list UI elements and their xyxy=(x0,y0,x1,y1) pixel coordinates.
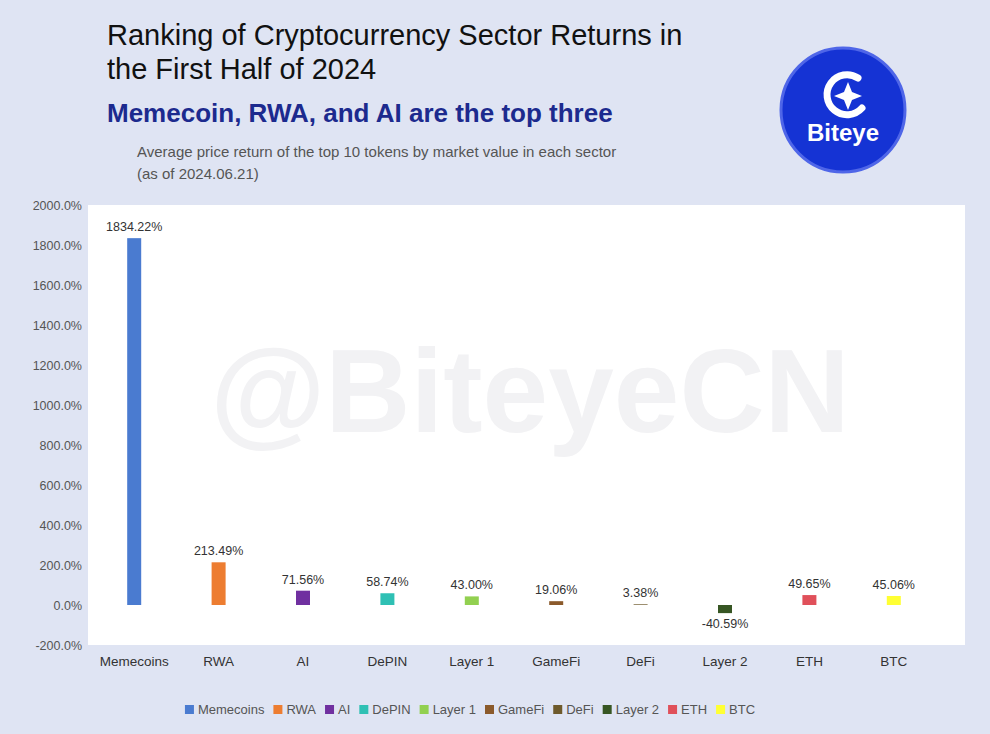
legend-label: GameFi xyxy=(498,702,544,717)
legend-swatch xyxy=(185,705,194,714)
y-tick-label: 200.0% xyxy=(40,559,82,573)
y-tick-label: 800.0% xyxy=(40,439,82,453)
data-label: 45.06% xyxy=(873,578,915,592)
bar xyxy=(718,605,732,613)
bars xyxy=(127,238,901,613)
subtitle: Memecoin, RWA, and AI are the top three xyxy=(107,98,613,129)
bar xyxy=(465,596,479,605)
x-tick-label: GameFi xyxy=(532,654,580,669)
x-tick-label: BTC xyxy=(880,654,907,669)
legend-label: Layer 1 xyxy=(433,702,476,717)
x-tick-label: RWA xyxy=(203,654,234,669)
data-label: -40.59% xyxy=(702,617,749,631)
data-label: 19.06% xyxy=(535,583,577,597)
logo: Biteye xyxy=(781,48,905,172)
legend-swatch xyxy=(273,705,282,714)
plot-area xyxy=(88,205,965,645)
y-tick-label: 0.0% xyxy=(54,599,83,613)
data-label: 49.65% xyxy=(788,577,830,591)
legend-label: ETH xyxy=(681,702,707,717)
data-label: 1834.22% xyxy=(106,220,162,234)
bar xyxy=(887,596,901,605)
bar xyxy=(127,238,141,605)
legend-label: Layer 2 xyxy=(616,702,659,717)
y-tick-label: 1200.0% xyxy=(33,359,82,373)
legend-swatch xyxy=(603,705,612,714)
x-tick-label: Layer 2 xyxy=(702,654,747,669)
data-label: 58.74% xyxy=(366,575,408,589)
bar xyxy=(296,591,310,605)
y-tick-label: 1800.0% xyxy=(33,239,82,253)
y-tick-label: 2000.0% xyxy=(33,199,82,213)
data-label: 213.49% xyxy=(194,544,243,558)
legend-swatch xyxy=(668,705,677,714)
legend-swatch xyxy=(325,705,334,714)
y-tick-label: 1400.0% xyxy=(33,319,82,333)
logo-icon xyxy=(827,75,862,115)
logo-star xyxy=(834,82,862,110)
data-label: 3.38% xyxy=(623,586,658,600)
legend-label: Memecoins xyxy=(198,702,265,717)
legend-label: DePIN xyxy=(372,702,410,717)
data-label: 71.56% xyxy=(282,573,324,587)
legend-swatch xyxy=(716,705,725,714)
logo-text: Biteye xyxy=(807,119,879,146)
legend-label: DeFi xyxy=(566,702,594,717)
note: Average price return of the top 10 token… xyxy=(137,141,616,185)
legend-swatch xyxy=(485,705,494,714)
y-tick-label: 1000.0% xyxy=(33,399,82,413)
legend-label: RWA xyxy=(286,702,316,717)
x-tick-label: AI xyxy=(297,654,310,669)
y-tick-label: 400.0% xyxy=(40,519,82,533)
bar xyxy=(380,593,394,605)
x-tick-label: Memecoins xyxy=(100,654,169,669)
bar xyxy=(802,595,816,605)
legend-label: BTC xyxy=(729,702,755,717)
logo-circle xyxy=(781,48,905,172)
legend: Memecoins RWA AI DePIN Layer 1 GameFi DeFi Laye… xyxy=(185,702,755,717)
labels: 1834.22% 213.49% 71.56% 58.74% 43.00% 19.06% 3… xyxy=(106,220,915,631)
legend-swatch xyxy=(553,705,562,714)
y-tick-label: -200.0% xyxy=(35,639,82,653)
y-tick-label: 600.0% xyxy=(40,479,82,493)
title: Ranking of Cryptocurrency Sector Returns… xyxy=(107,18,682,86)
bar xyxy=(549,601,563,605)
x-tick-label: Layer 1 xyxy=(449,654,494,669)
x-tick-label: ETH xyxy=(796,654,823,669)
bar xyxy=(634,604,648,606)
legend-label: AI xyxy=(338,702,350,717)
y-tick-label: 1600.0% xyxy=(33,279,82,293)
data-label: 43.00% xyxy=(451,578,493,592)
watermark: @BiteyeCN xyxy=(210,325,850,457)
x-tick-label: DePIN xyxy=(368,654,408,669)
bar xyxy=(212,562,226,605)
x-tick-label: DeFi xyxy=(626,654,655,669)
legend-swatch xyxy=(420,705,429,714)
legend-swatch xyxy=(359,705,368,714)
